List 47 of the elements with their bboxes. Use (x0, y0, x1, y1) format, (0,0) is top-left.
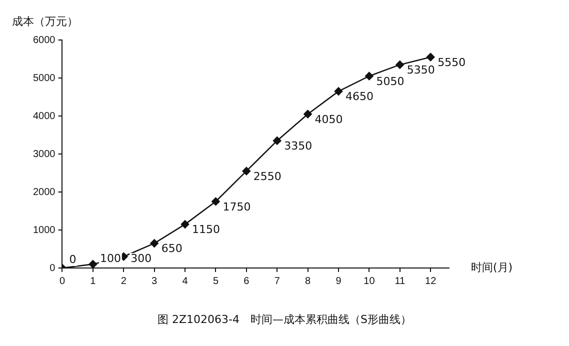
x-tick-label: 5 (212, 276, 219, 287)
x-tick-label: 1 (90, 276, 96, 287)
data-label: 4650 (346, 90, 374, 104)
point (365, 72, 374, 80)
data-label: 3350 (284, 140, 312, 153)
y-tick-label: 0 (50, 262, 56, 274)
point (396, 60, 404, 69)
x-tick-label: 11 (394, 276, 406, 287)
x-axis-title: 时间(月) (471, 260, 513, 275)
point (212, 197, 220, 206)
y-tick-label: 1000 (32, 224, 56, 236)
data-label: 1150 (192, 223, 220, 236)
x-tick-label: 9 (336, 276, 342, 287)
x-tick-label: 8 (305, 276, 312, 287)
y-tick-label: 4000 (32, 110, 56, 122)
data-label: 650 (161, 242, 182, 256)
point (88, 260, 98, 268)
data-label: 1750 (222, 200, 251, 214)
point (304, 110, 312, 118)
point (272, 136, 282, 145)
data-label: 4050 (314, 112, 343, 126)
y-tick-label: 2000 (32, 186, 56, 198)
data-label: 0 (69, 252, 76, 266)
x-tick-label: 0 (59, 276, 66, 287)
data-label: 5050 (376, 74, 404, 88)
point (334, 87, 343, 96)
x-tick-label: 7 (274, 276, 280, 287)
data-label: 300 (130, 252, 152, 265)
point (180, 220, 190, 228)
data-label: 5550 (438, 56, 466, 69)
data-label: 2550 (253, 170, 282, 183)
y-tick-label: 6000 (32, 34, 56, 46)
x-tick-label: 6 (244, 276, 250, 287)
data-label: 5350 (406, 64, 435, 77)
point (426, 52, 435, 62)
x-tick-label: 3 (152, 276, 158, 287)
point (242, 166, 251, 176)
x-tick-label: 2 (120, 276, 127, 287)
x-tick-label: 4 (182, 276, 188, 287)
data-label: 100 (100, 252, 121, 265)
y-tick-label: 3000 (32, 148, 56, 160)
y-tick-label: 5000 (32, 72, 56, 84)
point (150, 239, 158, 248)
x-tick-label: 10 (364, 276, 376, 287)
x-tick-label: 12 (425, 276, 437, 287)
text: 图 2Z102063-4 时间—成本累积曲线（S形曲线） (156, 312, 412, 327)
y-axis-title: 成本（万元） (12, 14, 78, 29)
